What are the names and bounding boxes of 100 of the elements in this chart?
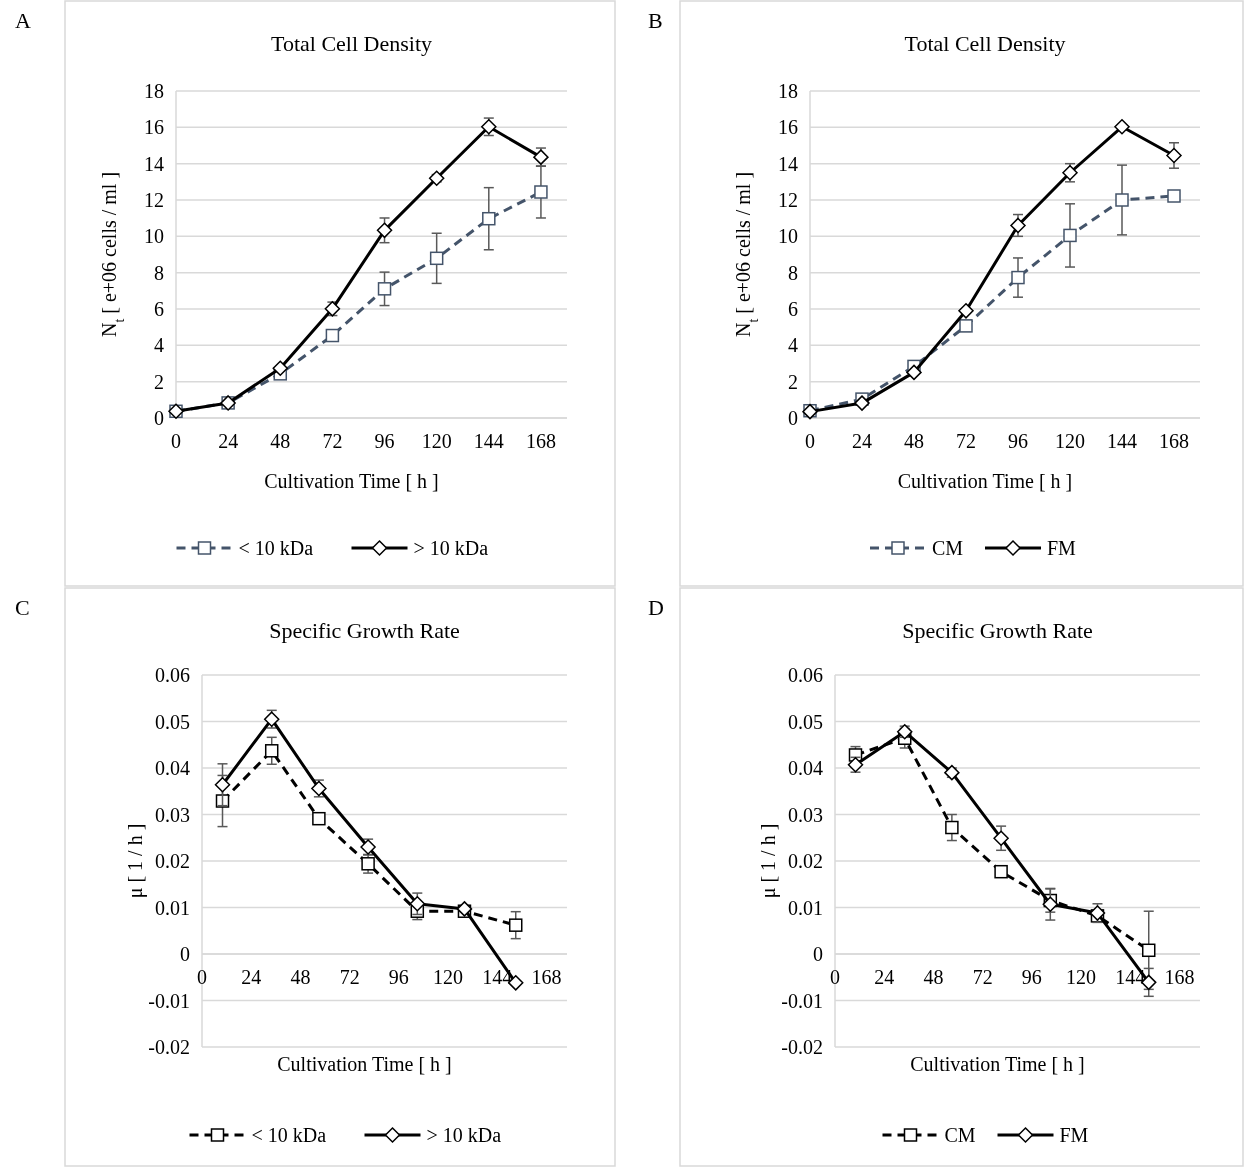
y-tick-label: 0.03 xyxy=(155,803,190,826)
legend-label: > 10 kDa xyxy=(426,1124,502,1146)
point xyxy=(1011,270,1025,285)
x-tick-label: 96 xyxy=(1021,966,1042,988)
x-tick-label: 120 xyxy=(1055,430,1085,452)
y-tick-label: 14 xyxy=(144,152,164,175)
text: D xyxy=(648,595,664,620)
x-tick-label: 48 xyxy=(923,966,944,988)
x-tick-label: 48 xyxy=(904,430,924,452)
x-tick-label: 72 xyxy=(322,430,343,452)
y-tick-label: 0.05 xyxy=(788,710,823,733)
y-tick-label: 0.01 xyxy=(155,896,190,919)
point xyxy=(945,820,959,835)
x-axis-title: Cultivation Time [ h ] xyxy=(277,1053,452,1075)
point xyxy=(854,395,870,411)
y-tick-label: 0.04 xyxy=(155,757,190,779)
chart-title: Specific Growth Rate xyxy=(902,618,1093,643)
y-tick-label: 14 xyxy=(778,152,798,175)
y-tick-label: 0.02 xyxy=(155,850,190,872)
x-tick-label: 24 xyxy=(241,966,262,988)
legend-label: FM xyxy=(1059,1124,1089,1146)
x-tick-label: 168 xyxy=(1164,966,1195,988)
chart-title: Specific Growth Rate xyxy=(269,618,460,643)
y-tick-label: 12 xyxy=(144,189,164,211)
point xyxy=(1141,943,1156,958)
y-tick-label: 0.06 xyxy=(788,664,823,686)
point xyxy=(906,364,922,381)
point xyxy=(1042,896,1059,912)
y-tick-label: 18 xyxy=(144,80,164,102)
point xyxy=(325,328,340,343)
y-tick-label: 10 xyxy=(144,225,164,248)
x-tick-label: 0 xyxy=(830,966,840,988)
legend-label: CM xyxy=(932,537,964,559)
y-tick-label: 18 xyxy=(778,80,798,102)
x-tick-label: 120 xyxy=(1066,966,1097,988)
point xyxy=(272,360,289,376)
point xyxy=(312,811,326,826)
y-tick-label: 16 xyxy=(144,116,164,139)
chart-title: Total Cell Density xyxy=(271,31,432,56)
x-tick-label: 24 xyxy=(218,430,239,452)
y-tick-label: 12 xyxy=(778,189,798,211)
x-tick-label: 168 xyxy=(525,430,556,452)
y-tick-label: -0.02 xyxy=(148,1036,190,1058)
y-tick-label: 0.06 xyxy=(155,664,190,686)
x-axis-title: Cultivation Time [ h ] xyxy=(897,470,1073,492)
legend-label: CM xyxy=(944,1124,976,1146)
y-tick-label: 0.01 xyxy=(788,896,823,919)
x-axis-title: Cultivation Time [ h ] xyxy=(264,470,439,492)
y-tick-label: 8 xyxy=(788,261,798,284)
y-tick-label: 6 xyxy=(154,298,164,320)
x-tick-label: 72 xyxy=(972,966,993,988)
point xyxy=(1167,189,1181,203)
y-tick-label: 8 xyxy=(154,261,164,284)
legend-label: FM xyxy=(1047,537,1077,559)
text: C xyxy=(15,595,30,620)
point xyxy=(534,185,548,199)
point xyxy=(1114,119,1130,135)
point xyxy=(429,251,444,266)
x-tick-label: 48 xyxy=(290,966,311,988)
x-tick-label: 168 xyxy=(1159,430,1189,452)
y-tick-label: 0 xyxy=(813,943,823,965)
point xyxy=(994,864,1008,879)
point xyxy=(1010,217,1026,234)
point xyxy=(1166,147,1182,164)
point xyxy=(1115,193,1129,207)
y-tick-label: -0.01 xyxy=(781,989,823,1012)
point xyxy=(409,896,426,912)
point xyxy=(482,211,496,226)
x-tick-label: 72 xyxy=(339,966,360,988)
y-tick-label: 0.04 xyxy=(788,757,823,779)
x-tick-label: 96 xyxy=(388,966,409,988)
y-tick-label: 2 xyxy=(788,370,798,393)
point xyxy=(993,830,1009,846)
y-tick-label: -0.02 xyxy=(781,1036,823,1058)
y-tick-label: 4 xyxy=(154,334,164,357)
point xyxy=(1063,228,1077,243)
y-tick-label: 0.02 xyxy=(788,850,823,872)
chart-title: Total Cell Density xyxy=(904,31,1066,56)
legend-label: < 10 kDa xyxy=(238,537,314,559)
point xyxy=(958,303,974,319)
legend-label: > 10 kDa xyxy=(413,537,489,559)
point xyxy=(376,222,393,239)
y-tick-label: -0.01 xyxy=(148,989,190,1012)
x-tick-label: 168 xyxy=(531,966,562,988)
x-tick-label: 96 xyxy=(374,430,395,452)
x-tick-label: 144 xyxy=(1107,430,1137,452)
y-tick-label: 2 xyxy=(154,370,164,393)
point xyxy=(214,776,231,793)
y-tick-label: 0 xyxy=(788,407,798,429)
x-axis-title: Cultivation Time [ h ] xyxy=(910,1053,1085,1075)
y-tick-label: 16 xyxy=(778,116,798,139)
x-tick-label: 24 xyxy=(874,966,895,988)
x-tick-label: 72 xyxy=(956,430,976,452)
point xyxy=(377,282,392,296)
x-tick-label: 120 xyxy=(421,430,452,452)
y-tick-label: 0.03 xyxy=(788,803,823,826)
y-axis-title: μ [ 1 / h ] xyxy=(757,823,780,899)
legend-label: < 10 kDa xyxy=(251,1124,327,1146)
y-tick-label: 10 xyxy=(778,225,798,248)
y-tick-label: 6 xyxy=(788,298,798,320)
